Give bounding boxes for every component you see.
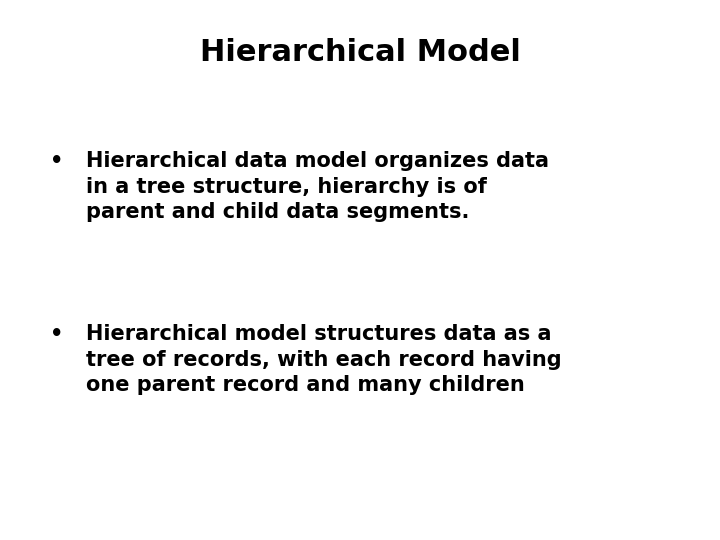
Text: •: •: [50, 151, 64, 171]
Text: •: •: [50, 324, 64, 344]
Text: Hierarchical Model: Hierarchical Model: [199, 38, 521, 67]
Text: Hierarchical model structures data as a
tree of records, with each record having: Hierarchical model structures data as a …: [86, 324, 562, 395]
Text: Hierarchical data model organizes data
in a tree structure, hierarchy is of
pare: Hierarchical data model organizes data i…: [86, 151, 549, 222]
